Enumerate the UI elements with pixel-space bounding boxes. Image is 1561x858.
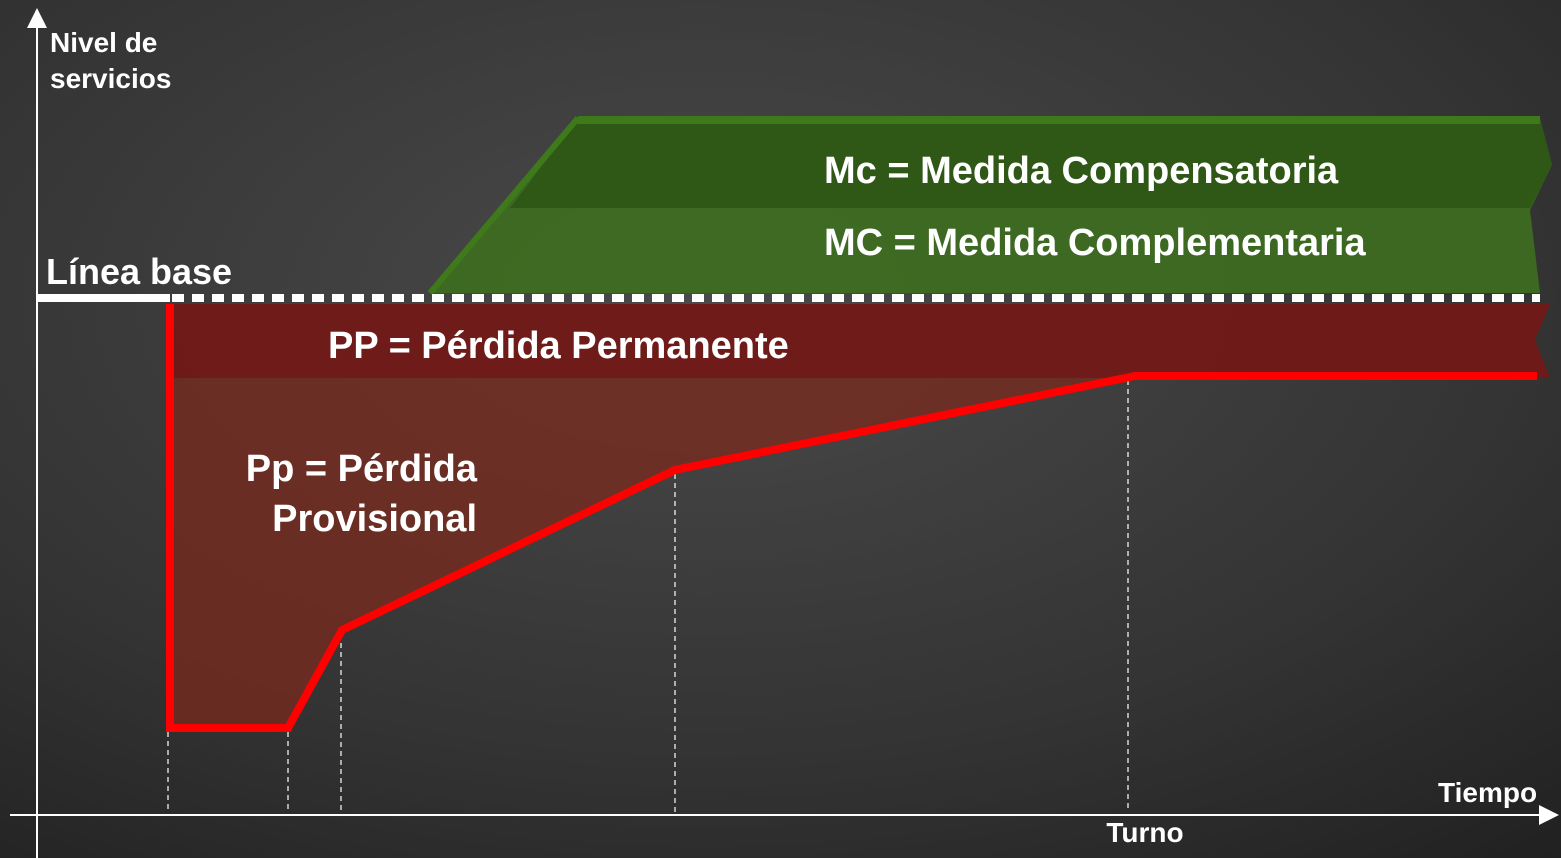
y-axis-label: Nivel de [50,27,157,58]
zone-label: Provisional [272,498,477,540]
page: Nivel de servicios Línea base Mc = Medid… [0,0,1561,858]
zone-label: MC = Medida Complementaria [824,222,1366,264]
zone-label: Mc = Medida Compensatoria [824,150,1339,192]
y-axis-label: servicios [50,63,171,94]
x-axis-label: Tiempo [1438,777,1537,808]
baseline-label: Línea base [46,251,232,292]
zone-label: Pp = Pérdida [246,448,478,490]
zone-label: PP = Pérdida Permanente [328,325,789,367]
diagram: Nivel de servicios Línea base Mc = Medid… [0,0,1561,858]
x-axis-marker: Turno [1106,817,1183,848]
